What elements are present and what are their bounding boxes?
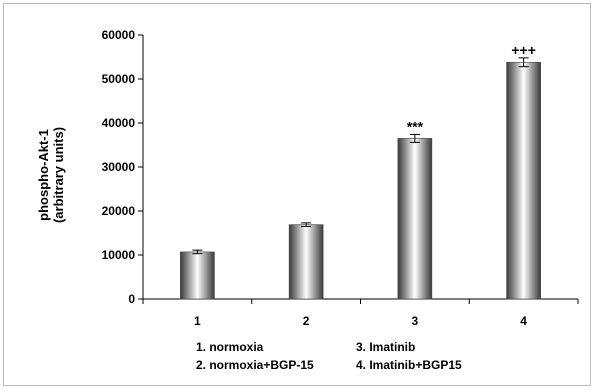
y-tick-label: 0 [128, 292, 135, 306]
y-axis-label-line: phospho-Akt-1 [36, 129, 51, 221]
y-tick-label: 10000 [102, 248, 136, 262]
bar [180, 251, 215, 300]
significance-annotation: +++ [511, 42, 536, 58]
bars: *** +++ [180, 42, 541, 300]
y-tick-label: 30000 [102, 160, 136, 174]
bar [506, 61, 541, 300]
y-axis-label-line: (arbitrary units) [51, 127, 66, 223]
legend: 1. normoxia 3. Imatinib 2. normoxia+BGP-… [196, 340, 526, 372]
y-tick-label: 60000 [102, 28, 136, 42]
significance-annotation: *** [407, 118, 424, 134]
legend-entry: 3. Imatinib [356, 340, 416, 354]
x-axis-ticks: 1 2 3 4 [142, 299, 579, 328]
y-axis-ticks: 0 10000 20000 30000 40000 50000 60000 [102, 28, 143, 306]
legend-entry: 2. normoxia+BGP-15 [196, 358, 314, 372]
bar [397, 138, 433, 300]
legend-entry: 1. normoxia [196, 340, 264, 354]
chart-frame [3, 3, 591, 386]
legend-entry: 4. Imatinib+BGP15 [356, 358, 462, 372]
y-axis-label: phospho-Akt-1 (arbitrary units) [36, 127, 66, 223]
x-tick-label: 3 [412, 314, 419, 328]
x-tick-label: 1 [194, 314, 201, 328]
y-tick-label: 20000 [102, 204, 136, 218]
x-tick-label: 4 [520, 314, 527, 328]
y-tick-label: 50000 [102, 72, 136, 86]
y-tick-label: 40000 [102, 116, 136, 130]
x-tick-label: 2 [303, 314, 310, 328]
bar [288, 224, 324, 300]
